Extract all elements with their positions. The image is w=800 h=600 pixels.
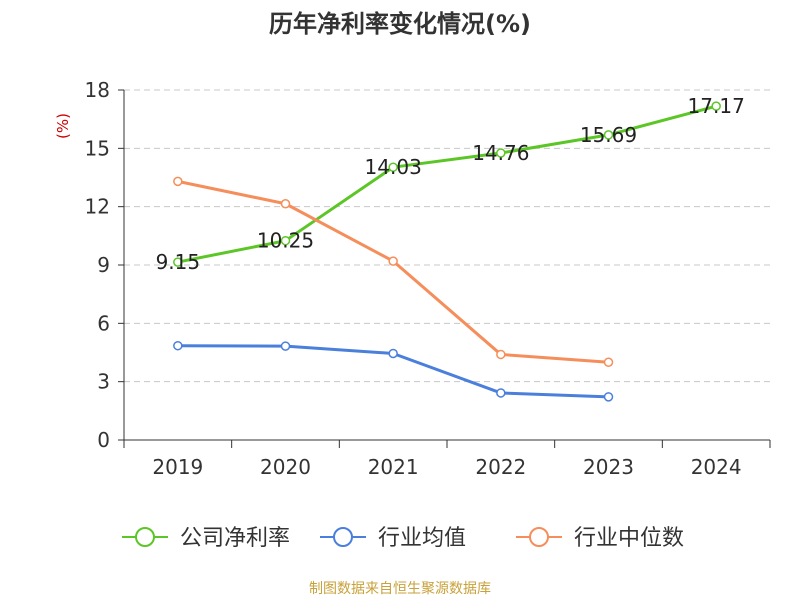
data-label: 9.15 [156,250,201,274]
data-point [173,176,183,187]
x-tick-label: 2021 [368,455,419,479]
data-label: 14.76 [472,141,529,165]
axes: 0 3 6 9 12 15 18 2019 2020 2021 2022 2023 2024 (%) [54,78,771,479]
y-tick-label: 9 [97,253,110,277]
data-point [280,235,291,246]
legend: 公司净利率 行业均值 行业中位数 [122,526,684,551]
data-point [173,257,183,267]
data-label: 17.17 [688,94,745,118]
x-tick-label: 2024 [691,455,742,479]
data-point [280,341,291,351]
x-tick-label: 2020 [260,455,311,479]
source-note: 制图数据来自恒生聚源数据库 [309,581,491,597]
data-point [496,349,506,360]
data-label: 14.03 [365,155,422,179]
y-tick-label: 6 [97,311,110,335]
data-point [496,388,506,398]
y-tick-label: 3 [97,370,110,394]
data-labels: 9.15 10.25 14.03 14.76 15.69 17.17 [156,94,745,274]
data-point [603,392,614,402]
data-point [388,348,398,359]
data-point [280,199,291,209]
legend-label: 行业均值 [378,526,466,551]
x-tick-label: 2023 [583,455,634,479]
series-line-2 [177,179,609,364]
data-label: 10.25 [257,229,314,253]
y-axis-label: (%) [54,113,72,139]
y-tick-label: 12 [85,195,110,219]
data-point [603,130,614,140]
legend-marker [529,527,549,547]
x-tick-label: 2019 [152,455,203,479]
data-point [388,162,398,172]
data-point [496,148,506,158]
gridlines [124,89,770,383]
y-tick-label: 15 [85,136,110,160]
data-point [603,357,614,367]
data-label: 15.69 [580,123,637,147]
legend-label: 行业中位数 [574,526,684,551]
data-point [173,340,183,351]
x-tick-label: 2022 [475,455,526,479]
series-points [173,101,721,402]
chart-title: 历年净利率变化情况(%) [269,10,531,38]
y-tick-label: 0 [97,428,110,452]
y-tick-label: 18 [85,78,110,102]
legend-label: 公司净利率 [180,526,290,551]
data-point [388,256,398,266]
legend-marker [135,527,155,547]
legend-marker [333,527,353,547]
data-point [711,101,721,111]
series-line-0 [177,104,717,264]
